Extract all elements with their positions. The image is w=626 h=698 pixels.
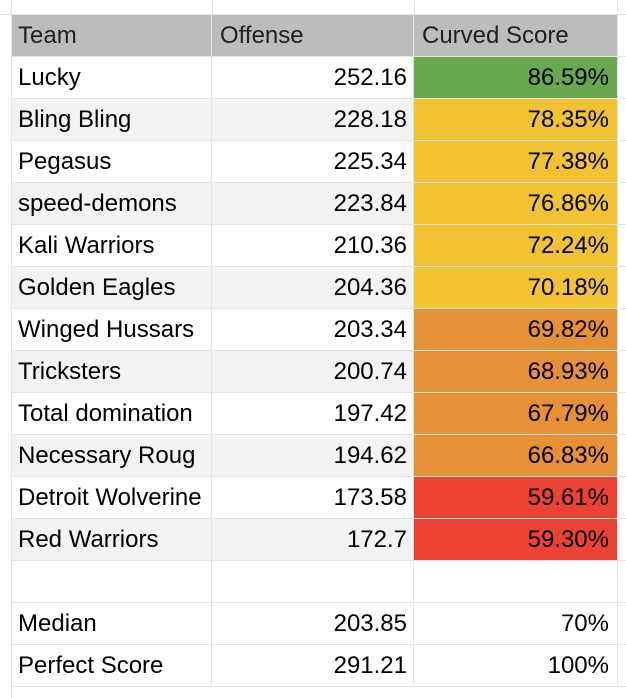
column-divider [212,0,213,14]
header-team[interactable]: Team [12,15,212,57]
header-row: Team Offense Curved Score [0,15,626,57]
table-row: Detroit Wolverine 173.58 59.61% [0,477,626,519]
curved-score-cell[interactable]: 78.35% [414,99,618,141]
curved-score-cell[interactable]: 72.24% [414,225,618,267]
offense-cell[interactable]: 252.16 [212,57,414,99]
empty-row [0,561,626,603]
curved-score-cell[interactable]: 67.79% [414,393,618,435]
empty-cell[interactable] [618,57,626,99]
empty-cell[interactable] [618,477,626,519]
offense-cell[interactable]: 173.58 [212,477,414,519]
offense-cell[interactable]: 223.84 [212,183,414,225]
team-name-cell[interactable]: speed-demons [12,183,212,225]
empty-cell[interactable] [618,309,626,351]
team-name-cell[interactable]: Kali Warriors [12,225,212,267]
empty-cell[interactable] [618,519,626,561]
empty-cell[interactable] [618,15,626,57]
table-row: Necessary Roug 194.62 66.83% [0,435,626,477]
offense-cell[interactable]: 204.36 [212,267,414,309]
team-name-cell[interactable]: Bling Bling [12,99,212,141]
empty-cell[interactable] [618,561,626,603]
offense-cell[interactable]: 225.34 [212,141,414,183]
table-row: Kali Warriors 210.36 72.24% [0,225,626,267]
table-row: Tricksters 200.74 68.93% [0,351,626,393]
offense-cell[interactable]: 172.7 [212,519,414,561]
empty-cell[interactable] [618,393,626,435]
header-curved-score[interactable]: Curved Score [414,15,618,57]
curved-score-cell[interactable]: 68.93% [414,351,618,393]
summary-label-cell[interactable]: Median [12,603,212,645]
empty-cell[interactable] [618,267,626,309]
empty-cell[interactable] [618,225,626,267]
curved-score-cell[interactable]: 66.83% [414,435,618,477]
empty-cell[interactable] [618,603,626,645]
table-row: Lucky 252.16 86.59% [0,57,626,99]
curved-score-cell[interactable]: 86.59% [414,57,618,99]
frozen-row-strip [0,0,626,15]
team-name-cell[interactable]: Detroit Wolverine [12,477,212,519]
offense-cell[interactable]: 194.62 [212,435,414,477]
empty-cell[interactable] [618,99,626,141]
summary-label-cell[interactable]: Perfect Score [12,645,212,687]
empty-cell[interactable] [618,351,626,393]
empty-cell[interactable] [414,561,618,603]
table-row: Winged Hussars 203.34 69.82% [0,309,626,351]
header-offense[interactable]: Offense [212,15,414,57]
team-name-cell[interactable]: Tricksters [12,351,212,393]
table-row: Bling Bling 228.18 78.35% [0,99,626,141]
empty-cell[interactable] [618,645,626,687]
empty-cell[interactable] [12,561,212,603]
curved-score-cell[interactable]: 59.30% [414,519,618,561]
column-divider [414,0,415,14]
summary-offense-cell[interactable]: 291.21 [212,645,414,687]
team-name-cell[interactable]: Necessary Roug [12,435,212,477]
empty-cell[interactable] [618,183,626,225]
empty-cell[interactable] [618,141,626,183]
summary-offense-cell[interactable]: 203.85 [212,603,414,645]
team-name-cell[interactable]: Golden Eagles [12,267,212,309]
offense-cell[interactable]: 210.36 [212,225,414,267]
table-row: Golden Eagles 204.36 70.18% [0,267,626,309]
empty-cell[interactable] [618,435,626,477]
offense-cell[interactable]: 228.18 [212,99,414,141]
offense-cell[interactable]: 200.74 [212,351,414,393]
table-row: Total domination 197.42 67.79% [0,393,626,435]
team-name-cell[interactable]: Pegasus [12,141,212,183]
offense-cell[interactable]: 203.34 [212,309,414,351]
summary-row-perfect-score: Perfect Score 291.21 100% [0,645,626,687]
empty-cell[interactable] [212,561,414,603]
table-row: Pegasus 225.34 77.38% [0,141,626,183]
curved-score-cell[interactable]: 70.18% [414,267,618,309]
team-name-cell[interactable]: Lucky [12,57,212,99]
team-name-cell[interactable]: Total domination [12,393,212,435]
curved-score-cell[interactable]: 77.38% [414,141,618,183]
curved-score-cell[interactable]: 76.86% [414,183,618,225]
team-name-cell[interactable]: Winged Hussars [12,309,212,351]
summary-row-median: Median 203.85 70% [0,603,626,645]
team-name-cell[interactable]: Red Warriors [12,519,212,561]
table-row: Red Warriors 172.7 59.30% [0,519,626,561]
column-divider [617,0,618,14]
offense-cell[interactable]: 197.42 [212,393,414,435]
curved-score-cell[interactable]: 59.61% [414,477,618,519]
curved-score-cell[interactable]: 69.82% [414,309,618,351]
summary-score-cell[interactable]: 100% [414,645,618,687]
summary-score-cell[interactable]: 70% [414,603,618,645]
table-row: speed-demons 223.84 76.86% [0,183,626,225]
row-gutter [0,0,12,698]
